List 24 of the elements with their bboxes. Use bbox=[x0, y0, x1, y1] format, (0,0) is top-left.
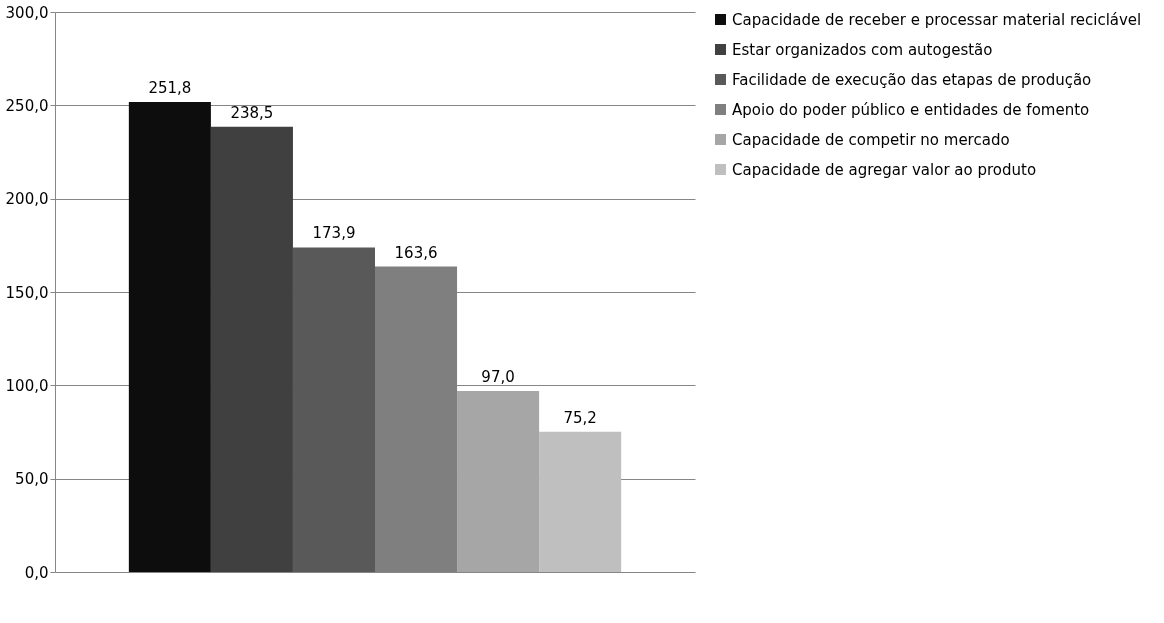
legend-label: Capacidade de competir no mercado bbox=[732, 130, 1010, 149]
legend-label: Capacidade de receber e processar material reciclável bbox=[732, 10, 1142, 29]
legend-label: Apoio do poder público e entidades de fomento bbox=[732, 100, 1090, 119]
data-label: 97,0 bbox=[481, 367, 515, 386]
data-label: 238,5 bbox=[230, 103, 274, 122]
y-tick-label: 250,0 bbox=[5, 96, 49, 115]
data-label: 75,2 bbox=[563, 408, 597, 427]
y-tick-label: 300,0 bbox=[5, 3, 49, 22]
bar bbox=[539, 431, 622, 572]
y-tick-label: 50,0 bbox=[15, 470, 49, 489]
legend-label: Capacidade de agregar valor ao produto bbox=[732, 160, 1037, 179]
y-tick-label: 100,0 bbox=[5, 376, 49, 395]
data-label: 163,6 bbox=[394, 243, 438, 262]
y-tick-label: 150,0 bbox=[5, 283, 49, 302]
data-label: 173,9 bbox=[312, 224, 356, 243]
bar bbox=[292, 247, 375, 572]
legend-label: Facilidade de execução das etapas de produção bbox=[732, 70, 1092, 89]
bar bbox=[210, 126, 293, 572]
bar bbox=[128, 101, 211, 572]
legend-label: Estar organizados com autogestão bbox=[732, 40, 993, 59]
bar bbox=[457, 390, 540, 572]
data-label: 251,8 bbox=[148, 78, 192, 97]
y-tick-label: 200,0 bbox=[5, 190, 49, 209]
y-tick-label: 0,0 bbox=[24, 563, 49, 582]
